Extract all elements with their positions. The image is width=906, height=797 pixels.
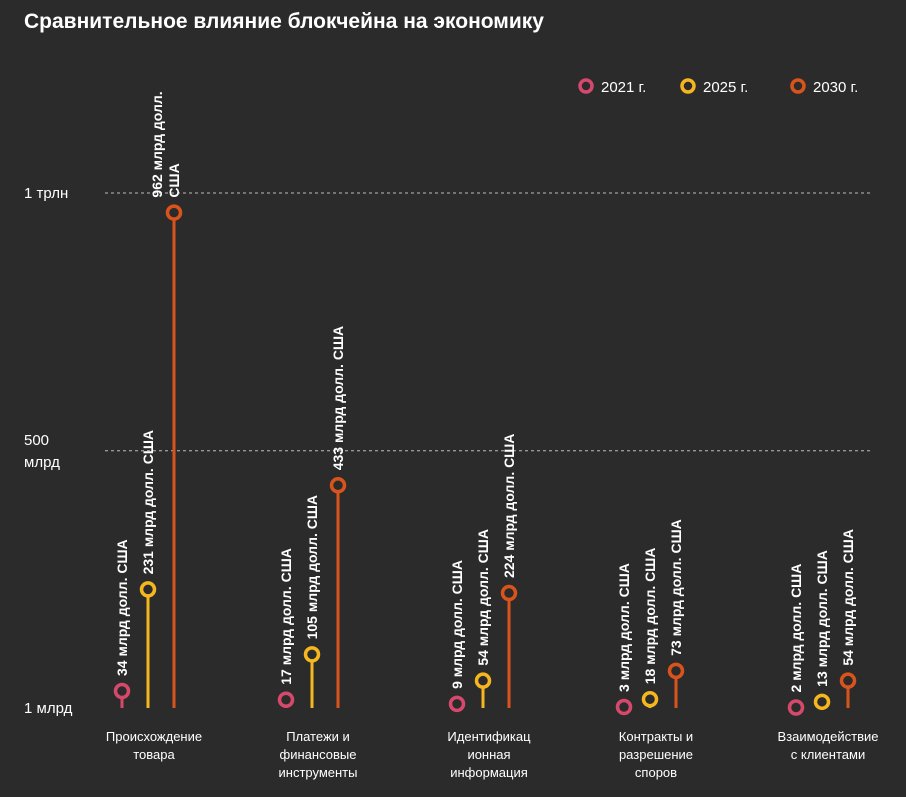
gridlines bbox=[105, 192, 870, 452]
data-label: 224 млрд долл. США bbox=[501, 434, 517, 578]
data-label: 54 млрд долл. США bbox=[840, 529, 856, 666]
y-tick-line: 1 трлн bbox=[24, 185, 68, 202]
lollipop-head bbox=[474, 672, 492, 689]
lollipop-head bbox=[448, 695, 466, 713]
x-category-line: с клиентами bbox=[791, 747, 865, 762]
x-category-line: Происхождение bbox=[106, 729, 202, 744]
data-label: 18 млрд долл. США bbox=[642, 548, 658, 685]
data-label-line: 433 млрд долл. США bbox=[330, 326, 346, 470]
lollipop-head bbox=[641, 690, 659, 708]
data-label-line: 231 млрд долл. США bbox=[140, 430, 156, 574]
data-label: 433 млрд долл. США bbox=[330, 326, 346, 470]
data-label-line: 962 млрд долл. bbox=[149, 91, 165, 197]
x-category-line: Платежи и bbox=[286, 729, 350, 744]
data-label: 54 млрд долл. США bbox=[475, 529, 491, 666]
lollipop-head bbox=[813, 693, 831, 711]
data-label-line: 105 млрд долл. США bbox=[304, 495, 320, 639]
data-label-line: 73 млрд долл. США bbox=[668, 519, 684, 656]
lollipop-head bbox=[277, 691, 295, 709]
legend-item[interactable]: 2030 г. bbox=[790, 78, 858, 96]
lollipop-head bbox=[839, 672, 857, 689]
x-category-line: Идентификац bbox=[447, 729, 531, 744]
legend-marker bbox=[680, 78, 696, 94]
legend-item[interactable]: 2025 г. bbox=[680, 78, 748, 96]
data-label-line: 224 млрд долл. США bbox=[501, 434, 517, 578]
y-axis-ticks: 1 млрд 500 млрд 1 трлн bbox=[24, 185, 73, 717]
data-label-line: 18 млрд долл. США bbox=[642, 548, 658, 685]
data-marks: 34 млрд долл. США 17 млрд долл. США 9 млрд… bbox=[113, 91, 857, 716]
legend-item[interactable]: 2021 г. bbox=[578, 78, 646, 96]
lollipop-head bbox=[165, 204, 183, 221]
x-category-line: финансовые bbox=[280, 747, 357, 762]
y-tick-line: 500 bbox=[24, 432, 49, 449]
lollipop-head bbox=[113, 682, 131, 700]
data-label-line: 54 млрд долл. США bbox=[475, 529, 491, 666]
data-label-line: 3 млрд долл. США bbox=[616, 563, 632, 692]
y-tick-line: млрд bbox=[24, 454, 60, 471]
data-label-line: 9 млрд долл. США bbox=[449, 560, 465, 689]
legend-label: 2025 г. bbox=[703, 79, 748, 96]
x-category-label: Платежи и финансовые инструменты bbox=[279, 729, 358, 780]
data-label-line: 2 млрд долл. США bbox=[788, 564, 804, 693]
lollipop-head bbox=[500, 584, 518, 602]
data-label-line: США bbox=[166, 163, 182, 197]
x-category-line: товара bbox=[133, 747, 175, 762]
lollipop-head bbox=[303, 646, 321, 663]
legend-marker bbox=[578, 78, 594, 94]
data-label: 34 млрд долл. США bbox=[114, 539, 130, 676]
x-category-line: Контракты и bbox=[619, 729, 693, 744]
data-label: 9 млрд долл. США bbox=[449, 560, 465, 689]
x-category-label: Контракты и разрешение споров bbox=[619, 729, 693, 780]
x-category-line: информация bbox=[450, 765, 528, 780]
x-category-line: Взаимодействие bbox=[778, 729, 879, 744]
x-axis-categories: Происхождение товара Платежи и финансовые ин… bbox=[106, 729, 879, 780]
y-tick-line: 1 млрд bbox=[24, 700, 73, 717]
data-label: 13 млрд долл. США bbox=[814, 550, 830, 687]
data-label: 962 млрд долл.США bbox=[149, 91, 182, 197]
lollipop-head bbox=[329, 477, 347, 494]
legend-label: 2030 г. bbox=[813, 79, 858, 96]
x-category-label: Происхождение товара bbox=[106, 729, 202, 762]
lollipop-head bbox=[667, 662, 685, 680]
legend-label: 2021 г. bbox=[601, 79, 646, 96]
data-label: 3 млрд долл. США bbox=[616, 563, 632, 692]
data-label-line: 34 млрд долл. США bbox=[114, 539, 130, 676]
data-label: 73 млрд долл. США bbox=[668, 519, 684, 656]
lollipop-head bbox=[615, 698, 633, 716]
data-label-line: 17 млрд долл. США bbox=[278, 548, 294, 685]
x-category-line: инструменты bbox=[279, 765, 358, 780]
chart-title: Сравнительное влияние блокчейна на эконо… bbox=[24, 10, 544, 33]
lollipop-head bbox=[787, 699, 805, 716]
data-label: 105 млрд долл. США bbox=[304, 495, 320, 639]
y-tick-label: 1 млрд bbox=[24, 700, 73, 717]
legend-marker bbox=[790, 78, 806, 94]
legend[interactable]: 2021 г. 2025 г. 2030 г. bbox=[578, 78, 858, 96]
data-label-line: 54 млрд долл. США bbox=[840, 529, 856, 666]
data-label-line: 13 млрд долл. США bbox=[814, 550, 830, 687]
y-tick-label: 1 трлн bbox=[24, 185, 68, 202]
x-category-label: Идентификац ионная информация bbox=[447, 729, 531, 780]
x-category-line: ионная bbox=[467, 747, 510, 762]
data-label: 2 млрд долл. США bbox=[788, 564, 804, 693]
x-category-line: споров bbox=[635, 765, 677, 780]
data-label: 17 млрд долл. США bbox=[278, 548, 294, 685]
x-category-line: разрешение bbox=[619, 747, 693, 762]
x-category-label: Взаимодействие с клиентами bbox=[778, 729, 879, 762]
y-tick-label: 500 млрд bbox=[24, 432, 60, 471]
data-label: 231 млрд долл. США bbox=[140, 430, 156, 574]
lollipop-head bbox=[139, 581, 157, 598]
